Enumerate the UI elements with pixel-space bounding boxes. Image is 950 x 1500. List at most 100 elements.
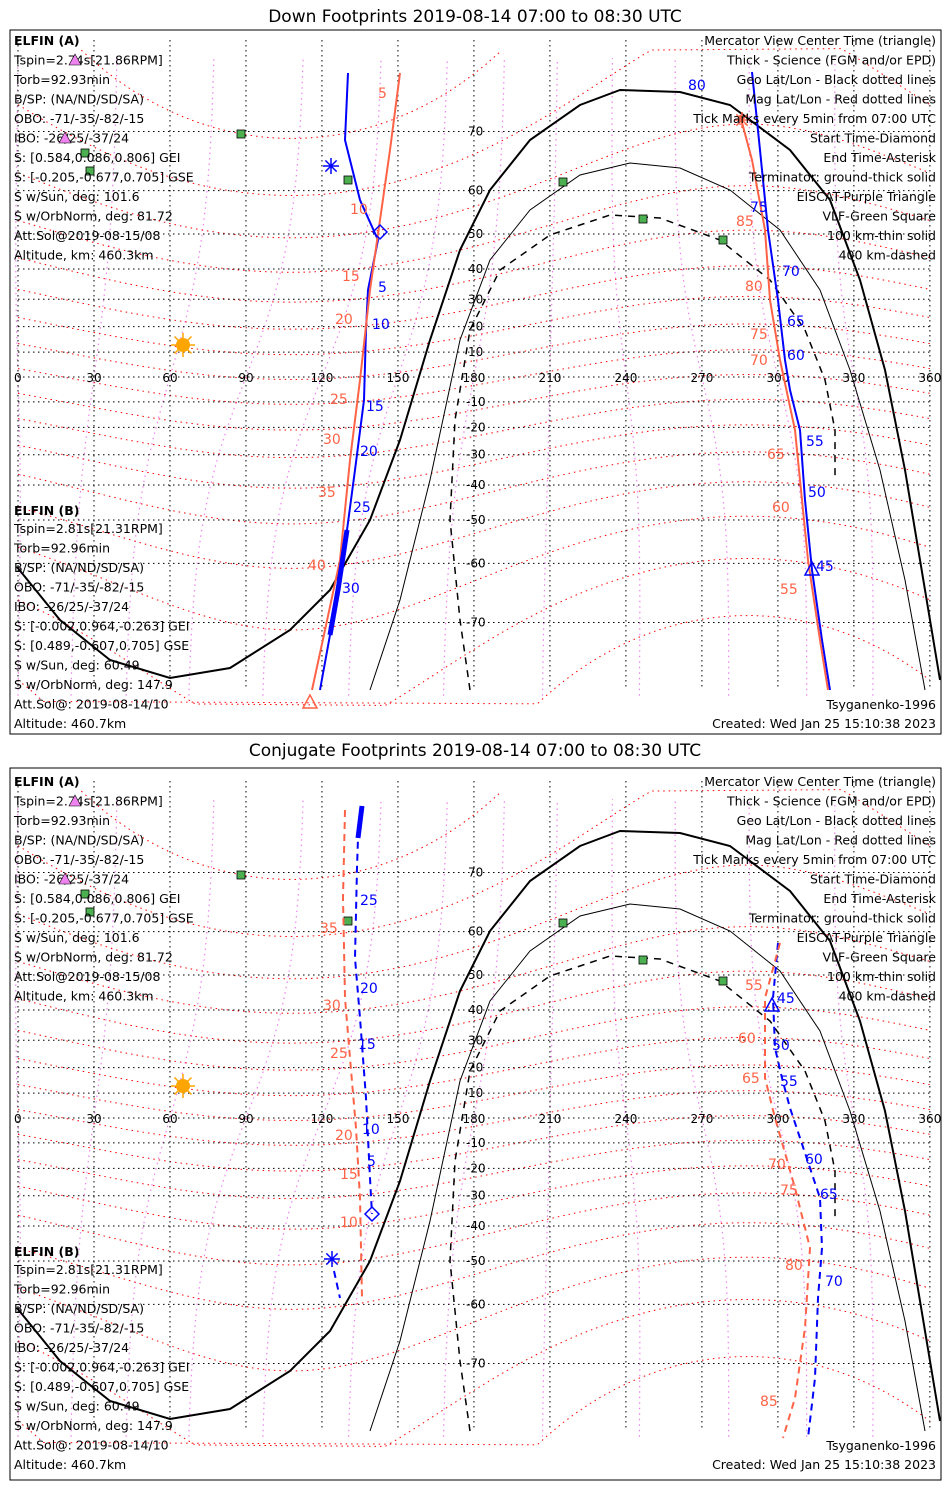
track-tick-label: 15 bbox=[358, 1037, 376, 1053]
sun-icon bbox=[171, 1074, 195, 1098]
elfin-a-info-line: S: [0.584,0.086,0.806] GEI bbox=[14, 891, 180, 906]
elfin-b-info-line: Att.Sol@: 2019-08-14/10 bbox=[14, 1438, 169, 1453]
lat-tick-label: -40 bbox=[466, 1219, 486, 1233]
lon-tick-label: 60 bbox=[162, 1112, 177, 1126]
elfin-b-track-west bbox=[311, 72, 401, 691]
legend-entry: 400 km-dashed bbox=[839, 989, 936, 1004]
lat-tick-label: 20 bbox=[468, 320, 483, 334]
lon-tick-label: 210 bbox=[538, 1112, 561, 1126]
elfin-a-info-line: Altitude, km: 460.3km bbox=[14, 989, 154, 1004]
elfin-a-info-line: S: [-0.205,-0.677,0.705] GSE bbox=[14, 911, 194, 926]
track-tick-label: 60 bbox=[805, 1152, 823, 1168]
track-tick-label: 55 bbox=[780, 582, 798, 598]
eiscat-triangle-icon bbox=[68, 53, 82, 66]
track-tick-label: 50 bbox=[808, 485, 826, 501]
elfin-a-info-line: Altitude, km: 460.3km bbox=[14, 248, 154, 263]
created-timestamp: Created: Wed Jan 25 15:10:38 2023 bbox=[712, 716, 936, 731]
mag-lat-line bbox=[17, 1222, 931, 1310]
start-diamond-icon bbox=[363, 1205, 381, 1223]
lon-tick-label: 240 bbox=[614, 1112, 637, 1126]
lat-tick-label: -10 bbox=[466, 395, 486, 409]
lat-tick-label: -50 bbox=[466, 1254, 486, 1268]
track-tick-label: 60 bbox=[772, 500, 790, 516]
mag-lon-line bbox=[262, 799, 382, 1437]
elfin-a-info-line: S: [0.584,0.086,0.806] GEI bbox=[14, 150, 180, 165]
vlf-station-square bbox=[343, 916, 353, 926]
track-tick-label: 80 bbox=[785, 1258, 803, 1274]
track-tick-label: 85 bbox=[736, 214, 754, 230]
lon-tick-label: 150 bbox=[386, 1112, 409, 1126]
track-tick-label: 35 bbox=[318, 485, 336, 501]
track-tick-label: 10 bbox=[372, 317, 390, 333]
track-tick-label: 70 bbox=[768, 1157, 786, 1173]
legend-entry: Mag Lat/Lon - Red dotted lines bbox=[745, 92, 936, 107]
elfin-b-info-line: OBO: -71/-35/-82/-15 bbox=[14, 1321, 144, 1336]
mag-lon-line bbox=[674, 58, 730, 696]
lat-tick-label: -60 bbox=[466, 1297, 486, 1311]
elfin-b-info-line: Att.Sol@: 2019-08-14/10 bbox=[14, 697, 169, 712]
elfin-b-info-line: B/SP: (NA/ND/SD/SA) bbox=[14, 560, 144, 575]
vlf-station-square bbox=[236, 870, 246, 880]
down-footprints-panel: Down Footprints 2019-08-14 07:00 to 08:3… bbox=[9, 7, 942, 735]
mag-lon-line bbox=[748, 58, 808, 696]
track-tick-label: 45 bbox=[777, 991, 795, 1007]
lon-tick-label: 60 bbox=[162, 371, 177, 385]
legend-entry: Thick - Science (FGM and/or EPD) bbox=[726, 53, 936, 68]
track-tick-label: 10 bbox=[362, 1122, 380, 1138]
elfin-a-track-tail bbox=[333, 1270, 341, 1299]
eiscat-triangle-icon bbox=[58, 872, 72, 885]
end-asterisk-icon bbox=[323, 158, 339, 174]
elfin-b-info-line: IBO: -26/25/-37/24 bbox=[14, 1340, 129, 1355]
elfin-a-info-line: OBO: -71/-35/-82/-15 bbox=[14, 852, 144, 867]
created-timestamp: Created: Wed Jan 25 15:10:38 2023 bbox=[712, 1457, 936, 1472]
track-tick-label: 45 bbox=[816, 559, 834, 575]
vlf-station-square bbox=[718, 976, 728, 986]
track-tick-label: 5 bbox=[378, 280, 387, 296]
mag-lat-line bbox=[17, 265, 930, 330]
track-tick-label: 50 bbox=[772, 1038, 790, 1054]
legend-entry: VLF-Green Square bbox=[822, 209, 936, 224]
track-tick-label: 85 bbox=[760, 1394, 778, 1410]
elfin-b-info-line: B/SP: (NA/ND/SD/SA) bbox=[14, 1301, 144, 1316]
legend-entry: Terminator: ground-thick solid bbox=[748, 911, 936, 926]
elfin-a-info-line: IBO: -26/25/-37/24 bbox=[14, 872, 129, 887]
mag-lat-line bbox=[80, 790, 500, 880]
legend-entry: End Time-Asterisk bbox=[823, 150, 936, 165]
legend-entry: Geo Lat/Lon - Black dotted lines bbox=[737, 813, 936, 828]
legend-entry: Mercator View Center Time (triangle) bbox=[704, 774, 936, 789]
lon-tick-label: 240 bbox=[614, 371, 637, 385]
lon-tick-label: 0 bbox=[14, 371, 22, 385]
lat-tick-label: -30 bbox=[466, 1189, 486, 1203]
legend-entry: Start Time-Diamond bbox=[810, 131, 936, 146]
track-tick-label: 30 bbox=[323, 998, 341, 1014]
sun-icon bbox=[171, 333, 195, 357]
mag-lon-line bbox=[188, 58, 304, 696]
legend-entry: EISCAT-Purple Triangle bbox=[797, 189, 937, 204]
elfin-b-info-line: OBO: -71/-35/-82/-15 bbox=[14, 580, 144, 595]
vlf-station-square bbox=[236, 129, 246, 139]
track-tick-label: 35 bbox=[320, 921, 338, 937]
elfin-b-info-line: S: [-0.002,0.964,-0.263] GEI bbox=[14, 619, 189, 634]
legend-entry: Start Time-Diamond bbox=[810, 872, 936, 887]
elfin-a-info-line: S: [-0.205,-0.677,0.705] GSE bbox=[14, 170, 194, 185]
track-tick-label: 65 bbox=[742, 1071, 760, 1087]
legend-entry: Thick - Science (FGM and/or EPD) bbox=[726, 794, 936, 809]
elfin-b-track-west bbox=[341, 809, 363, 1299]
mag-lat-line bbox=[80, 49, 500, 139]
track-tick-label: 15 bbox=[342, 269, 360, 285]
lon-tick-label: 90 bbox=[238, 1112, 253, 1126]
mag-lon-line bbox=[674, 799, 730, 1437]
mag-lon-line bbox=[262, 58, 382, 696]
eiscat-triangle-icon bbox=[58, 131, 72, 144]
legend-entry: Terminator: ground-thick solid bbox=[748, 170, 936, 185]
vlf-station-square bbox=[638, 214, 648, 224]
track-tick-label: 55 bbox=[780, 1074, 798, 1090]
mag-lon-line bbox=[442, 58, 505, 696]
vlf-station-square bbox=[638, 955, 648, 965]
elfin-a-info-line: B/SP: (NA/ND/SD/SA) bbox=[14, 833, 144, 848]
mag-lat-line bbox=[17, 48, 931, 196]
elfin-a-info-line: S w/OrbNorm, deg: 81.72 bbox=[14, 950, 173, 965]
lat-tick-label: 70 bbox=[468, 865, 483, 879]
center-time-triangle-icon bbox=[301, 693, 319, 709]
track-tick-label: 20 bbox=[335, 312, 353, 328]
